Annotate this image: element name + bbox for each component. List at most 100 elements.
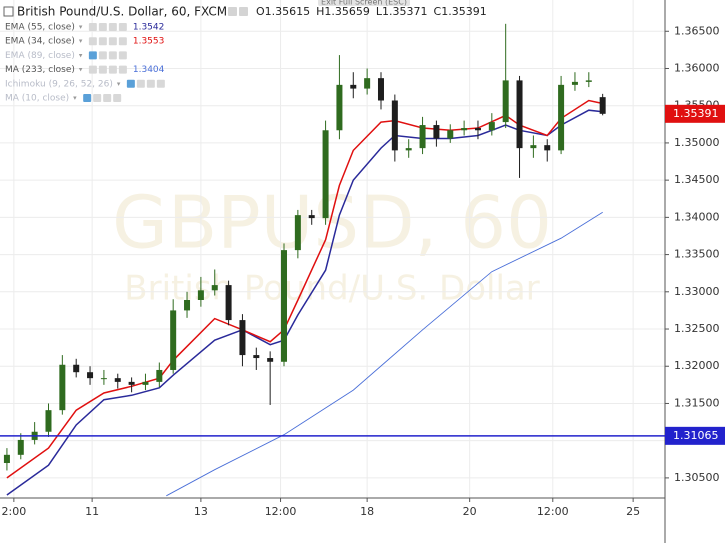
- y-tick-label: 1.35000: [674, 136, 720, 149]
- y-tick-label: 1.33500: [674, 248, 720, 261]
- indicator-icon[interactable]: [108, 23, 117, 31]
- indicator-icon[interactable]: [146, 79, 155, 88]
- indicator-icon[interactable]: [98, 51, 107, 60]
- candle-body: [530, 145, 537, 149]
- y-tick-label: 1.34500: [674, 173, 720, 186]
- header-icon[interactable]: [228, 7, 237, 16]
- price-tag: [665, 426, 725, 445]
- watermark: GBPUSD, 60: [112, 181, 552, 265]
- candle-body: [405, 148, 412, 151]
- indicator-name: EMA (89, close): [5, 51, 75, 61]
- y-tick-label: 1.32000: [674, 359, 720, 372]
- symbol-icon: [3, 6, 14, 17]
- candle-body: [502, 80, 509, 123]
- indicator-icon[interactable]: [88, 37, 97, 46]
- y-tick-label: 1.32500: [674, 322, 720, 335]
- indicator-icon[interactable]: [98, 65, 107, 74]
- indicator-icon[interactable]: [156, 79, 165, 88]
- candle-body: [184, 299, 191, 311]
- candle-body: [599, 97, 606, 114]
- indicator-icon[interactable]: [118, 23, 127, 31]
- candle-body: [100, 378, 107, 380]
- candle-body: [322, 130, 329, 219]
- indicator-icon[interactable]: [88, 51, 97, 60]
- price-tag-label: 1.31065: [673, 429, 719, 442]
- indicator-icon[interactable]: [88, 23, 97, 31]
- indicator-name: EMA (55, close): [5, 23, 75, 33]
- indicator-icon[interactable]: [118, 37, 127, 46]
- candle-body: [87, 372, 94, 379]
- indicator-icon[interactable]: [98, 37, 107, 46]
- indicator-menu: ▾: [79, 37, 83, 45]
- x-tick-label: 20: [463, 505, 477, 518]
- indicator-icon[interactable]: [98, 23, 107, 31]
- indicator-name: MA (233, close): [5, 65, 75, 75]
- indicator-icon[interactable]: [108, 37, 117, 46]
- y-tick-label: 1.30500: [674, 471, 720, 484]
- indicator-icon[interactable]: [136, 79, 145, 88]
- candle-body: [544, 145, 551, 151]
- indicator-icon[interactable]: [108, 65, 117, 74]
- candle-body: [350, 84, 357, 89]
- x-tick-label: 2:00: [2, 505, 27, 518]
- candle-body: [211, 285, 218, 291]
- y-tick-label: 1.36000: [674, 61, 720, 74]
- candle-body: [516, 80, 523, 149]
- candle-body: [197, 290, 204, 300]
- indicator-icon[interactable]: [108, 51, 117, 60]
- indicator-icon[interactable]: [118, 51, 127, 60]
- candle-body: [558, 84, 565, 151]
- x-tick-label: 25: [626, 505, 640, 518]
- candle-body: [585, 80, 592, 82]
- x-tick-label: 18: [360, 505, 374, 518]
- indicator-name: MA (10, close): [5, 94, 69, 104]
- indicator-icon[interactable]: [103, 94, 112, 102]
- watermark-subtitle: British Pound/U.S. Dollar: [124, 269, 539, 309]
- candle-body: [239, 320, 246, 356]
- candle-body: [488, 122, 495, 131]
- indicator-menu: ▾: [79, 51, 83, 59]
- candle-body: [391, 100, 398, 151]
- candle-body: [364, 78, 371, 89]
- indicator-icon[interactable]: [126, 79, 135, 88]
- candle-body: [571, 81, 578, 85]
- candle-body: [433, 125, 440, 139]
- candle-body: [3, 454, 10, 464]
- indicator-line: [166, 211, 603, 497]
- indicator-name: Ichimoku (9, 26, 52, 26): [5, 79, 113, 89]
- candle-body: [253, 355, 260, 359]
- price-tag: [665, 104, 725, 123]
- candle-body: [377, 78, 384, 101]
- exit-fullscreen-label[interactable]: Exit Full Screen (ESC): [321, 0, 407, 7]
- candle-body: [461, 128, 468, 131]
- indicator-icon[interactable]: [93, 94, 102, 102]
- y-tick-label: 1.31500: [674, 396, 720, 409]
- candle-body: [170, 310, 177, 370]
- candle-body: [336, 84, 343, 131]
- indicator-icon[interactable]: [83, 94, 92, 102]
- candle-body: [267, 358, 274, 362]
- indicator-icon[interactable]: [118, 65, 127, 74]
- x-tick-label: 11: [85, 505, 99, 518]
- ohlc-value: O1.35615: [256, 5, 310, 18]
- candle-body: [156, 369, 163, 382]
- candle-body: [114, 378, 121, 382]
- ohlc-value: C1.35391: [434, 5, 487, 18]
- candle-body: [447, 130, 454, 139]
- header-icon[interactable]: [239, 7, 248, 16]
- candle-body: [308, 215, 315, 219]
- indicator-icon[interactable]: [113, 94, 122, 102]
- candle-body: [474, 128, 481, 131]
- exit-fullscreen-button[interactable]: [318, 0, 410, 6]
- indicator-value: 1.3542: [133, 23, 165, 33]
- indicator-value: 1.3553: [133, 37, 165, 47]
- y-tick-label: 1.34000: [674, 210, 720, 223]
- indicator-menu: ▾: [117, 80, 121, 88]
- y-tick-label: 1.36500: [674, 24, 720, 37]
- candle-body: [45, 410, 52, 432]
- indicator-menu: ▾: [79, 23, 83, 31]
- indicator-icon[interactable]: [88, 65, 97, 74]
